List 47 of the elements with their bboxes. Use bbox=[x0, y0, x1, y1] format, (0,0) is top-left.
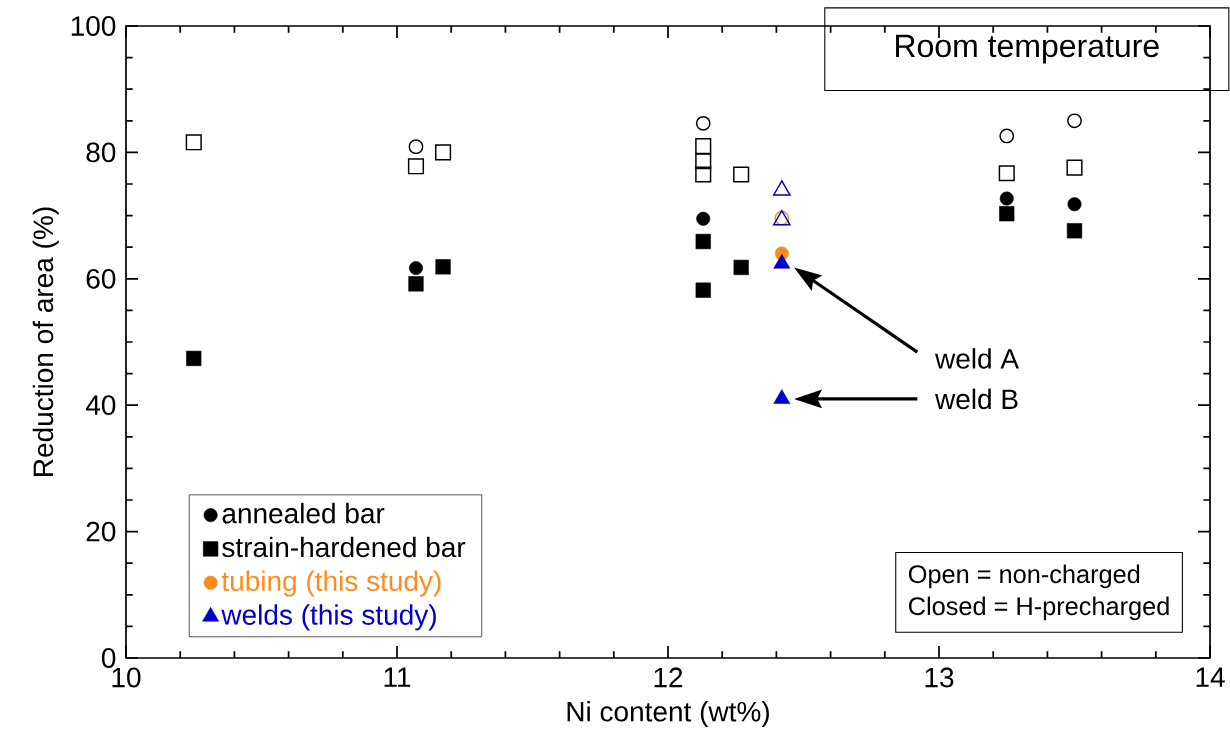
x-tick-label: 14 bbox=[1196, 667, 1225, 687]
point bbox=[999, 191, 1014, 206]
legend-label: tubing (this study) bbox=[221, 570, 441, 597]
annotation: weld A bbox=[935, 348, 1019, 369]
x-axis-title: Ni content (wt%) bbox=[567, 701, 769, 728]
annotation: weld B bbox=[935, 388, 1018, 410]
point bbox=[999, 128, 1015, 144]
point bbox=[695, 138, 712, 155]
legend-label: strain-hardened bar bbox=[222, 536, 466, 558]
annotation: Open = non-charged bbox=[908, 564, 1140, 589]
x-tick-label: 10 bbox=[112, 667, 141, 688]
annotation: Closed = H-precharged bbox=[909, 596, 1169, 621]
point bbox=[695, 115, 711, 131]
point bbox=[409, 261, 423, 275]
point bbox=[999, 206, 1015, 222]
point bbox=[1066, 223, 1083, 239]
y-tick-label: 20 bbox=[86, 521, 116, 542]
point bbox=[407, 158, 425, 175]
point bbox=[435, 144, 452, 161]
y-tick-label: 100 bbox=[71, 16, 116, 36]
point bbox=[1066, 159, 1083, 176]
chart-title: Room temperature bbox=[896, 34, 1159, 64]
y-tick-label: 40 bbox=[85, 395, 116, 416]
point bbox=[733, 259, 749, 276]
point bbox=[435, 259, 451, 275]
point bbox=[408, 139, 424, 155]
point bbox=[695, 166, 712, 183]
point bbox=[1067, 113, 1082, 129]
point bbox=[408, 276, 424, 292]
point bbox=[186, 350, 202, 367]
x-tick-label: 12 bbox=[654, 667, 683, 688]
legend-label: annealed bar bbox=[222, 502, 385, 524]
point bbox=[733, 166, 750, 183]
y-tick-label: 80 bbox=[86, 142, 116, 163]
point bbox=[695, 233, 711, 250]
point bbox=[998, 165, 1015, 182]
x-tick-label: 13 bbox=[925, 667, 954, 688]
y-tick-label: 60 bbox=[86, 268, 116, 289]
legend-label: welds (this study) bbox=[221, 604, 436, 631]
point bbox=[695, 282, 711, 298]
x-tick-label: 11 bbox=[384, 667, 411, 687]
y-axis-title: Reduction of area (%) bbox=[32, 207, 59, 476]
y-tick-label: 0 bbox=[101, 648, 116, 668]
point bbox=[185, 134, 202, 151]
point bbox=[695, 153, 712, 170]
point bbox=[696, 211, 711, 226]
point bbox=[1067, 197, 1082, 212]
